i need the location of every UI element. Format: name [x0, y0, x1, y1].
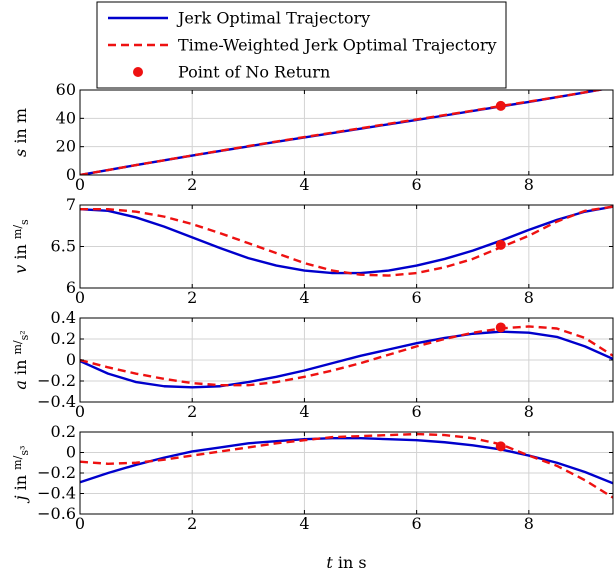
- x-tick-label: 0: [75, 402, 85, 421]
- y-tick-label: 0.4: [51, 308, 76, 327]
- x-tick-label: 0: [75, 514, 85, 533]
- y-tick-label: 6: [66, 278, 76, 297]
- series-weighted-j: [80, 432, 613, 499]
- x-tick-label: 2: [187, 402, 197, 421]
- subplot-v: 0 2 4 6 8 6 6.5 7 v in m/s: [11, 195, 614, 307]
- y-tick-label: −0.6: [37, 504, 76, 523]
- x-tick-label: 6: [412, 175, 422, 194]
- y-tick-label: 0: [66, 165, 76, 184]
- x-tick-label: 0: [75, 288, 85, 307]
- y-tick-label: −0.2: [37, 463, 76, 482]
- x-tick-label: 4: [299, 175, 309, 194]
- y-tick-label: 20: [56, 137, 76, 156]
- x-tick-label: 2: [187, 175, 197, 194]
- series-jerk-a: [80, 330, 613, 389]
- x-tick-label: 2: [187, 288, 197, 307]
- x-tick-label: 0: [75, 175, 85, 194]
- subplot-j: 0 2 4 6 8−0.6−0.4−0.200.2j in m/s³: [11, 422, 614, 533]
- legend-label-pnr: Point of No Return: [178, 63, 330, 82]
- series-weighted-v: [80, 205, 613, 277]
- y-tick-label: 0.2: [51, 422, 76, 441]
- x-tick-label: 2: [187, 514, 197, 533]
- point-of-no-return-j: [495, 441, 506, 452]
- x-tick-label: 8: [524, 402, 534, 421]
- y-tick-label: 40: [56, 108, 76, 127]
- x-tick-label: 8: [524, 514, 534, 533]
- axes-frame-s: [79, 89, 614, 176]
- y-tick-label: 0.2: [51, 329, 76, 348]
- y-tick-label: 0: [66, 443, 76, 462]
- y-tick-label: −0.4: [37, 392, 76, 411]
- x-tick-label: 6: [412, 402, 422, 421]
- point-of-no-return-s: [495, 100, 506, 111]
- point-of-no-return-a: [495, 322, 506, 333]
- y-tick-label: −0.4: [37, 484, 76, 503]
- x-tick-label: 6: [412, 288, 422, 307]
- y-tick-label: 6.5: [51, 237, 76, 256]
- x-tick-label: 8: [524, 175, 534, 194]
- y-tick-label: 0: [66, 350, 76, 369]
- legend-label-jerk: Jerk Optimal Trajectory: [176, 9, 370, 28]
- point-of-no-return-v: [495, 239, 506, 250]
- y-tick-label: 7: [66, 195, 76, 214]
- legend-marker-pnr: [133, 67, 143, 77]
- y-axis-label-j: j in m/s³: [11, 446, 31, 504]
- legend-label-weighted: Time-Weighted Jerk Optimal Trajectory: [178, 36, 497, 55]
- y-axis-label-s: s in m: [11, 108, 30, 157]
- x-tick-label: 6: [412, 514, 422, 533]
- x-tick-label: 4: [299, 514, 309, 533]
- series-jerk-s: [80, 90, 606, 175]
- y-tick-label: 60: [56, 80, 76, 99]
- y-axis-label-a: a in m/s²: [11, 330, 31, 389]
- subplot-a: 0 2 4 6 8 −0.4 −0.2 0 0.2 0.4 a in m/s²: [11, 308, 614, 421]
- x-tick-label: 4: [299, 402, 309, 421]
- y-axis-label-v: v in m/s: [11, 219, 31, 274]
- y-tick-label: −0.2: [37, 371, 76, 390]
- x-tick-label: 4: [299, 288, 309, 307]
- x-tick-label: 8: [524, 288, 534, 307]
- series-weighted-a: [80, 325, 613, 387]
- subplot-s: 0 2 4 6 8 0 20 40 60 s in m: [11, 80, 614, 194]
- x-axis-label: t in s: [326, 553, 366, 572]
- legend: Jerk Optimal Trajectory Time-Weighted Jer…: [96, 1, 507, 89]
